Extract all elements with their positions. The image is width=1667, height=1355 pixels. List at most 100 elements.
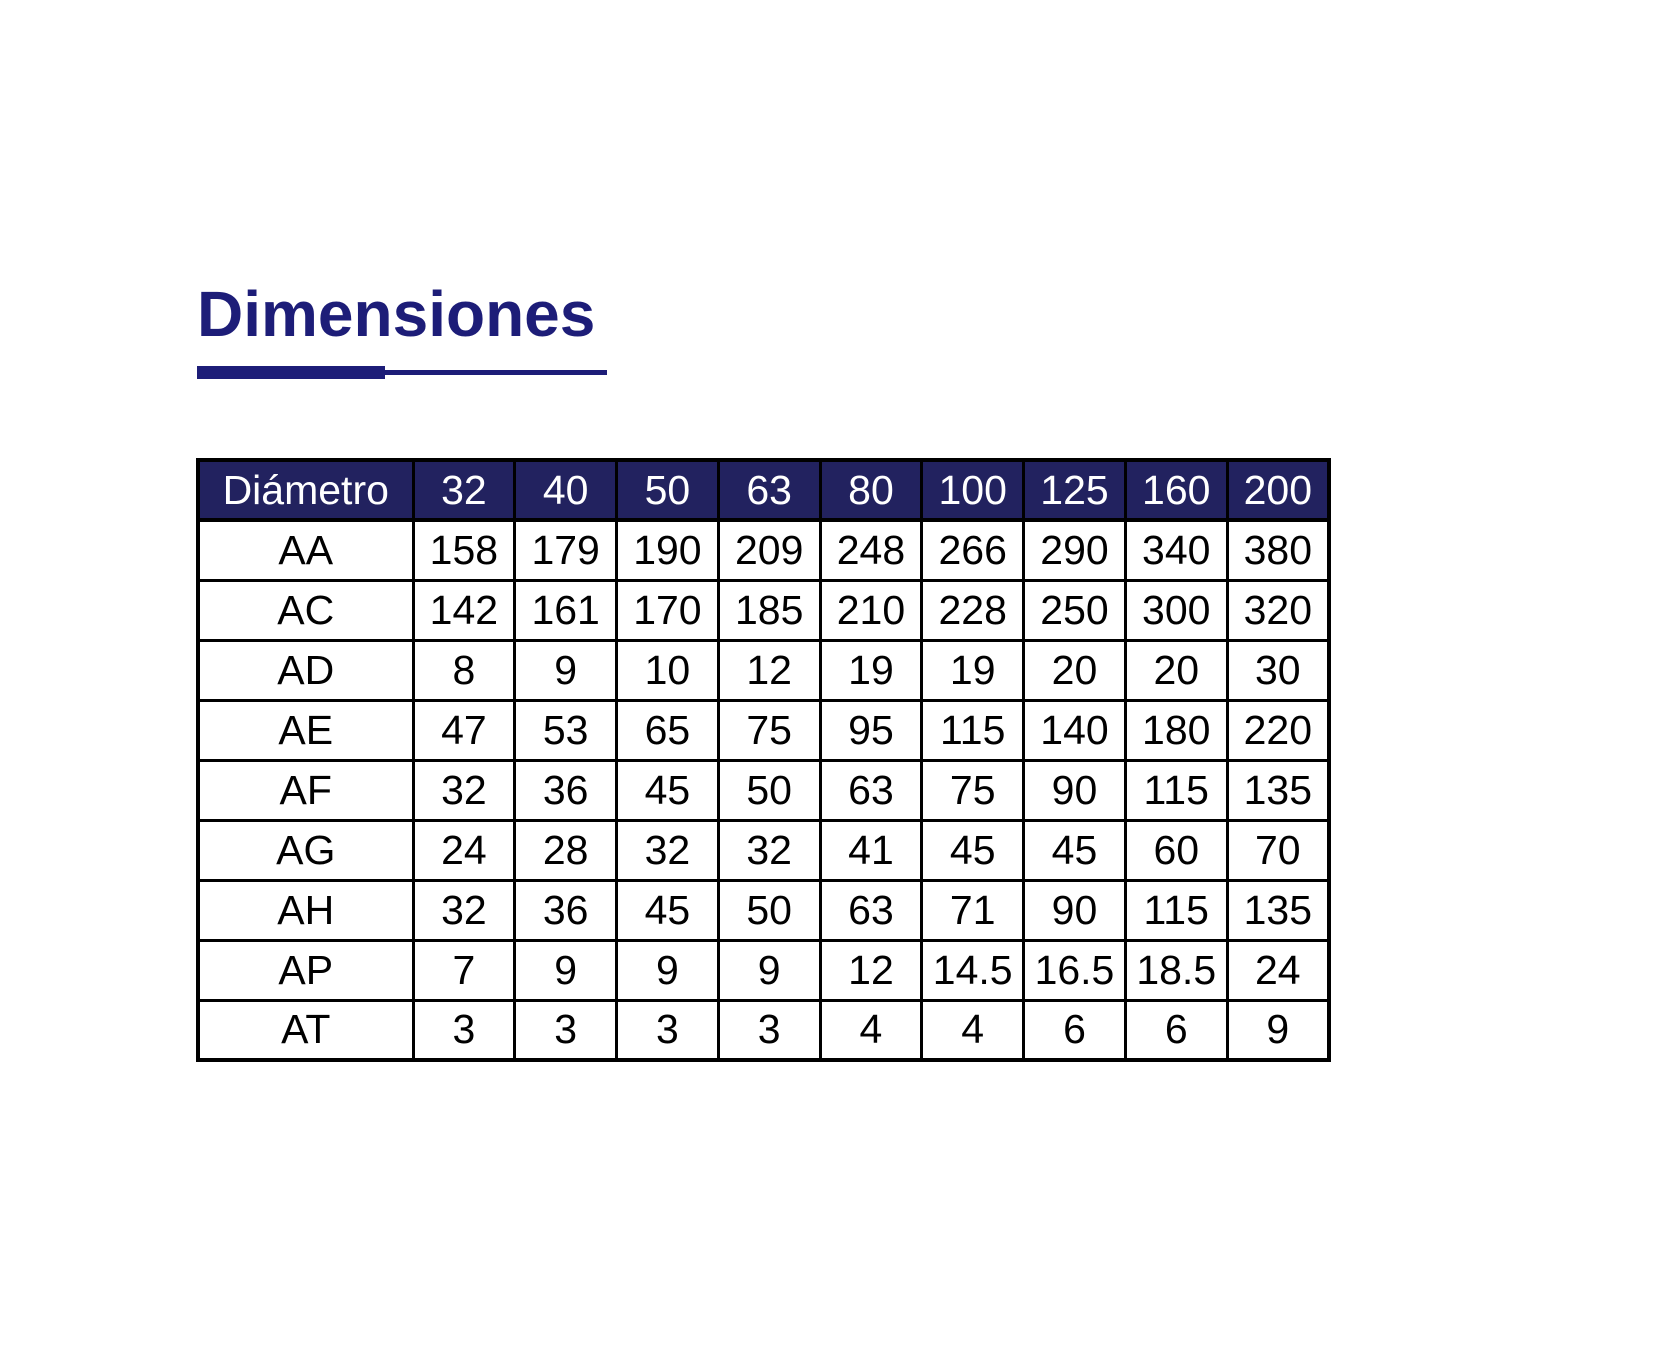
table-row: AG 24 28 32 32 41 45 45 60 70 xyxy=(196,818,1331,882)
column-header: 40 xyxy=(513,458,619,522)
table-cell: 12 xyxy=(716,638,822,702)
table-cell: 220 xyxy=(1225,698,1331,762)
table-cell: 10 xyxy=(615,638,720,702)
row-label: AD xyxy=(196,638,415,702)
title-underline xyxy=(197,364,607,380)
table-cell: 8 xyxy=(411,638,517,702)
table-cell: 24 xyxy=(1225,938,1331,1002)
table-cell: 158 xyxy=(411,518,517,582)
table-cell: 20 xyxy=(1123,638,1229,702)
row-label: AA xyxy=(196,518,415,582)
table-cell: 47 xyxy=(411,698,517,762)
table-cell: 115 xyxy=(1123,758,1229,822)
table-cell: 53 xyxy=(513,698,619,762)
table-cell: 36 xyxy=(513,878,619,942)
row-label: AP xyxy=(196,938,415,1002)
table-row: AH 32 36 45 50 63 71 90 115 135 xyxy=(196,878,1331,942)
table-cell: 75 xyxy=(920,758,1026,822)
column-header: 50 xyxy=(615,458,720,522)
column-header: 63 xyxy=(716,458,822,522)
table-row: AP 7 9 9 9 12 14.5 16.5 18.5 24 xyxy=(196,938,1331,1002)
table-cell: 28 xyxy=(513,818,619,882)
table-cell: 75 xyxy=(716,698,822,762)
table-cell: 179 xyxy=(513,518,619,582)
table-cell: 60 xyxy=(1123,818,1229,882)
table-cell: 45 xyxy=(920,818,1026,882)
row-label: AT xyxy=(196,998,415,1062)
table-cell: 16.5 xyxy=(1022,938,1127,1002)
table-cell: 250 xyxy=(1022,578,1127,642)
table-cell: 210 xyxy=(818,578,924,642)
table-cell: 4 xyxy=(818,998,924,1062)
table-cell: 63 xyxy=(818,878,924,942)
table-cell: 6 xyxy=(1022,998,1127,1062)
table-cell: 14.5 xyxy=(920,938,1026,1002)
row-label: AE xyxy=(196,698,415,762)
table-cell: 32 xyxy=(411,878,517,942)
table-cell: 70 xyxy=(1225,818,1331,882)
title-underline-thick-segment xyxy=(197,365,385,379)
table-cell: 32 xyxy=(716,818,822,882)
table-body: AA 158 179 190 209 248 266 290 340 380 AC 142 161 170… xyxy=(196,518,1331,1062)
table-cell: 45 xyxy=(1022,818,1127,882)
table-cell: 9 xyxy=(513,938,619,1002)
table-cell: 3 xyxy=(513,998,619,1062)
table-cell: 380 xyxy=(1225,518,1331,582)
table-cell: 135 xyxy=(1225,878,1331,942)
table-cell: 9 xyxy=(513,638,619,702)
column-header: 160 xyxy=(1123,458,1229,522)
table-cell: 228 xyxy=(920,578,1026,642)
table-cell: 7 xyxy=(411,938,517,1002)
table-cell: 9 xyxy=(615,938,720,1002)
table-header-row: Diámetro 32 40 50 63 80 100 125 160 200 xyxy=(196,458,1331,522)
row-label: AH xyxy=(196,878,415,942)
table-cell: 185 xyxy=(716,578,822,642)
table-cell: 3 xyxy=(615,998,720,1062)
table-cell: 300 xyxy=(1123,578,1229,642)
table-cell: 290 xyxy=(1022,518,1127,582)
table-cell: 161 xyxy=(513,578,619,642)
table-cell: 115 xyxy=(1123,878,1229,942)
table-cell: 248 xyxy=(818,518,924,582)
table-cell: 9 xyxy=(716,938,822,1002)
column-header: 32 xyxy=(411,458,517,522)
table-cell: 115 xyxy=(920,698,1026,762)
table-cell: 63 xyxy=(818,758,924,822)
table-cell: 41 xyxy=(818,818,924,882)
page-title: Dimensiones xyxy=(197,278,596,350)
table-cell: 190 xyxy=(615,518,720,582)
column-header: 80 xyxy=(818,458,924,522)
table-row: AA 158 179 190 209 248 266 290 340 380 xyxy=(196,518,1331,582)
table-cell: 12 xyxy=(818,938,924,1002)
column-header: 125 xyxy=(1022,458,1127,522)
table-cell: 170 xyxy=(615,578,720,642)
table-row: AT 3 3 3 3 4 4 6 6 9 xyxy=(196,998,1331,1062)
table-cell: 32 xyxy=(615,818,720,882)
table-cell: 45 xyxy=(615,878,720,942)
table-row: AF 32 36 45 50 63 75 90 115 135 xyxy=(196,758,1331,822)
table-cell: 20 xyxy=(1022,638,1127,702)
dimensions-table: Diámetro 32 40 50 63 80 100 125 160 200 AA 158 179 1… xyxy=(196,458,1331,1062)
table-cell: 32 xyxy=(411,758,517,822)
table-cell: 90 xyxy=(1022,758,1127,822)
title-underline-thin-segment xyxy=(385,369,607,375)
row-label: AC xyxy=(196,578,415,642)
table-cell: 3 xyxy=(716,998,822,1062)
table-cell: 50 xyxy=(716,758,822,822)
table-cell: 6 xyxy=(1123,998,1229,1062)
table-row: AD 8 9 10 12 19 19 20 20 30 xyxy=(196,638,1331,702)
table-cell: 19 xyxy=(818,638,924,702)
table-cell: 95 xyxy=(818,698,924,762)
table-cell: 19 xyxy=(920,638,1026,702)
table-cell: 4 xyxy=(920,998,1026,1062)
table-cell: 24 xyxy=(411,818,517,882)
table-cell: 30 xyxy=(1225,638,1331,702)
table-cell: 135 xyxy=(1225,758,1331,822)
table-cell: 90 xyxy=(1022,878,1127,942)
column-header: 100 xyxy=(920,458,1026,522)
table-cell: 320 xyxy=(1225,578,1331,642)
table-cell: 142 xyxy=(411,578,517,642)
column-header: 200 xyxy=(1225,458,1331,522)
table-head: Diámetro 32 40 50 63 80 100 125 160 200 xyxy=(196,458,1331,522)
table-row: AC 142 161 170 185 210 228 250 300 320 xyxy=(196,578,1331,642)
